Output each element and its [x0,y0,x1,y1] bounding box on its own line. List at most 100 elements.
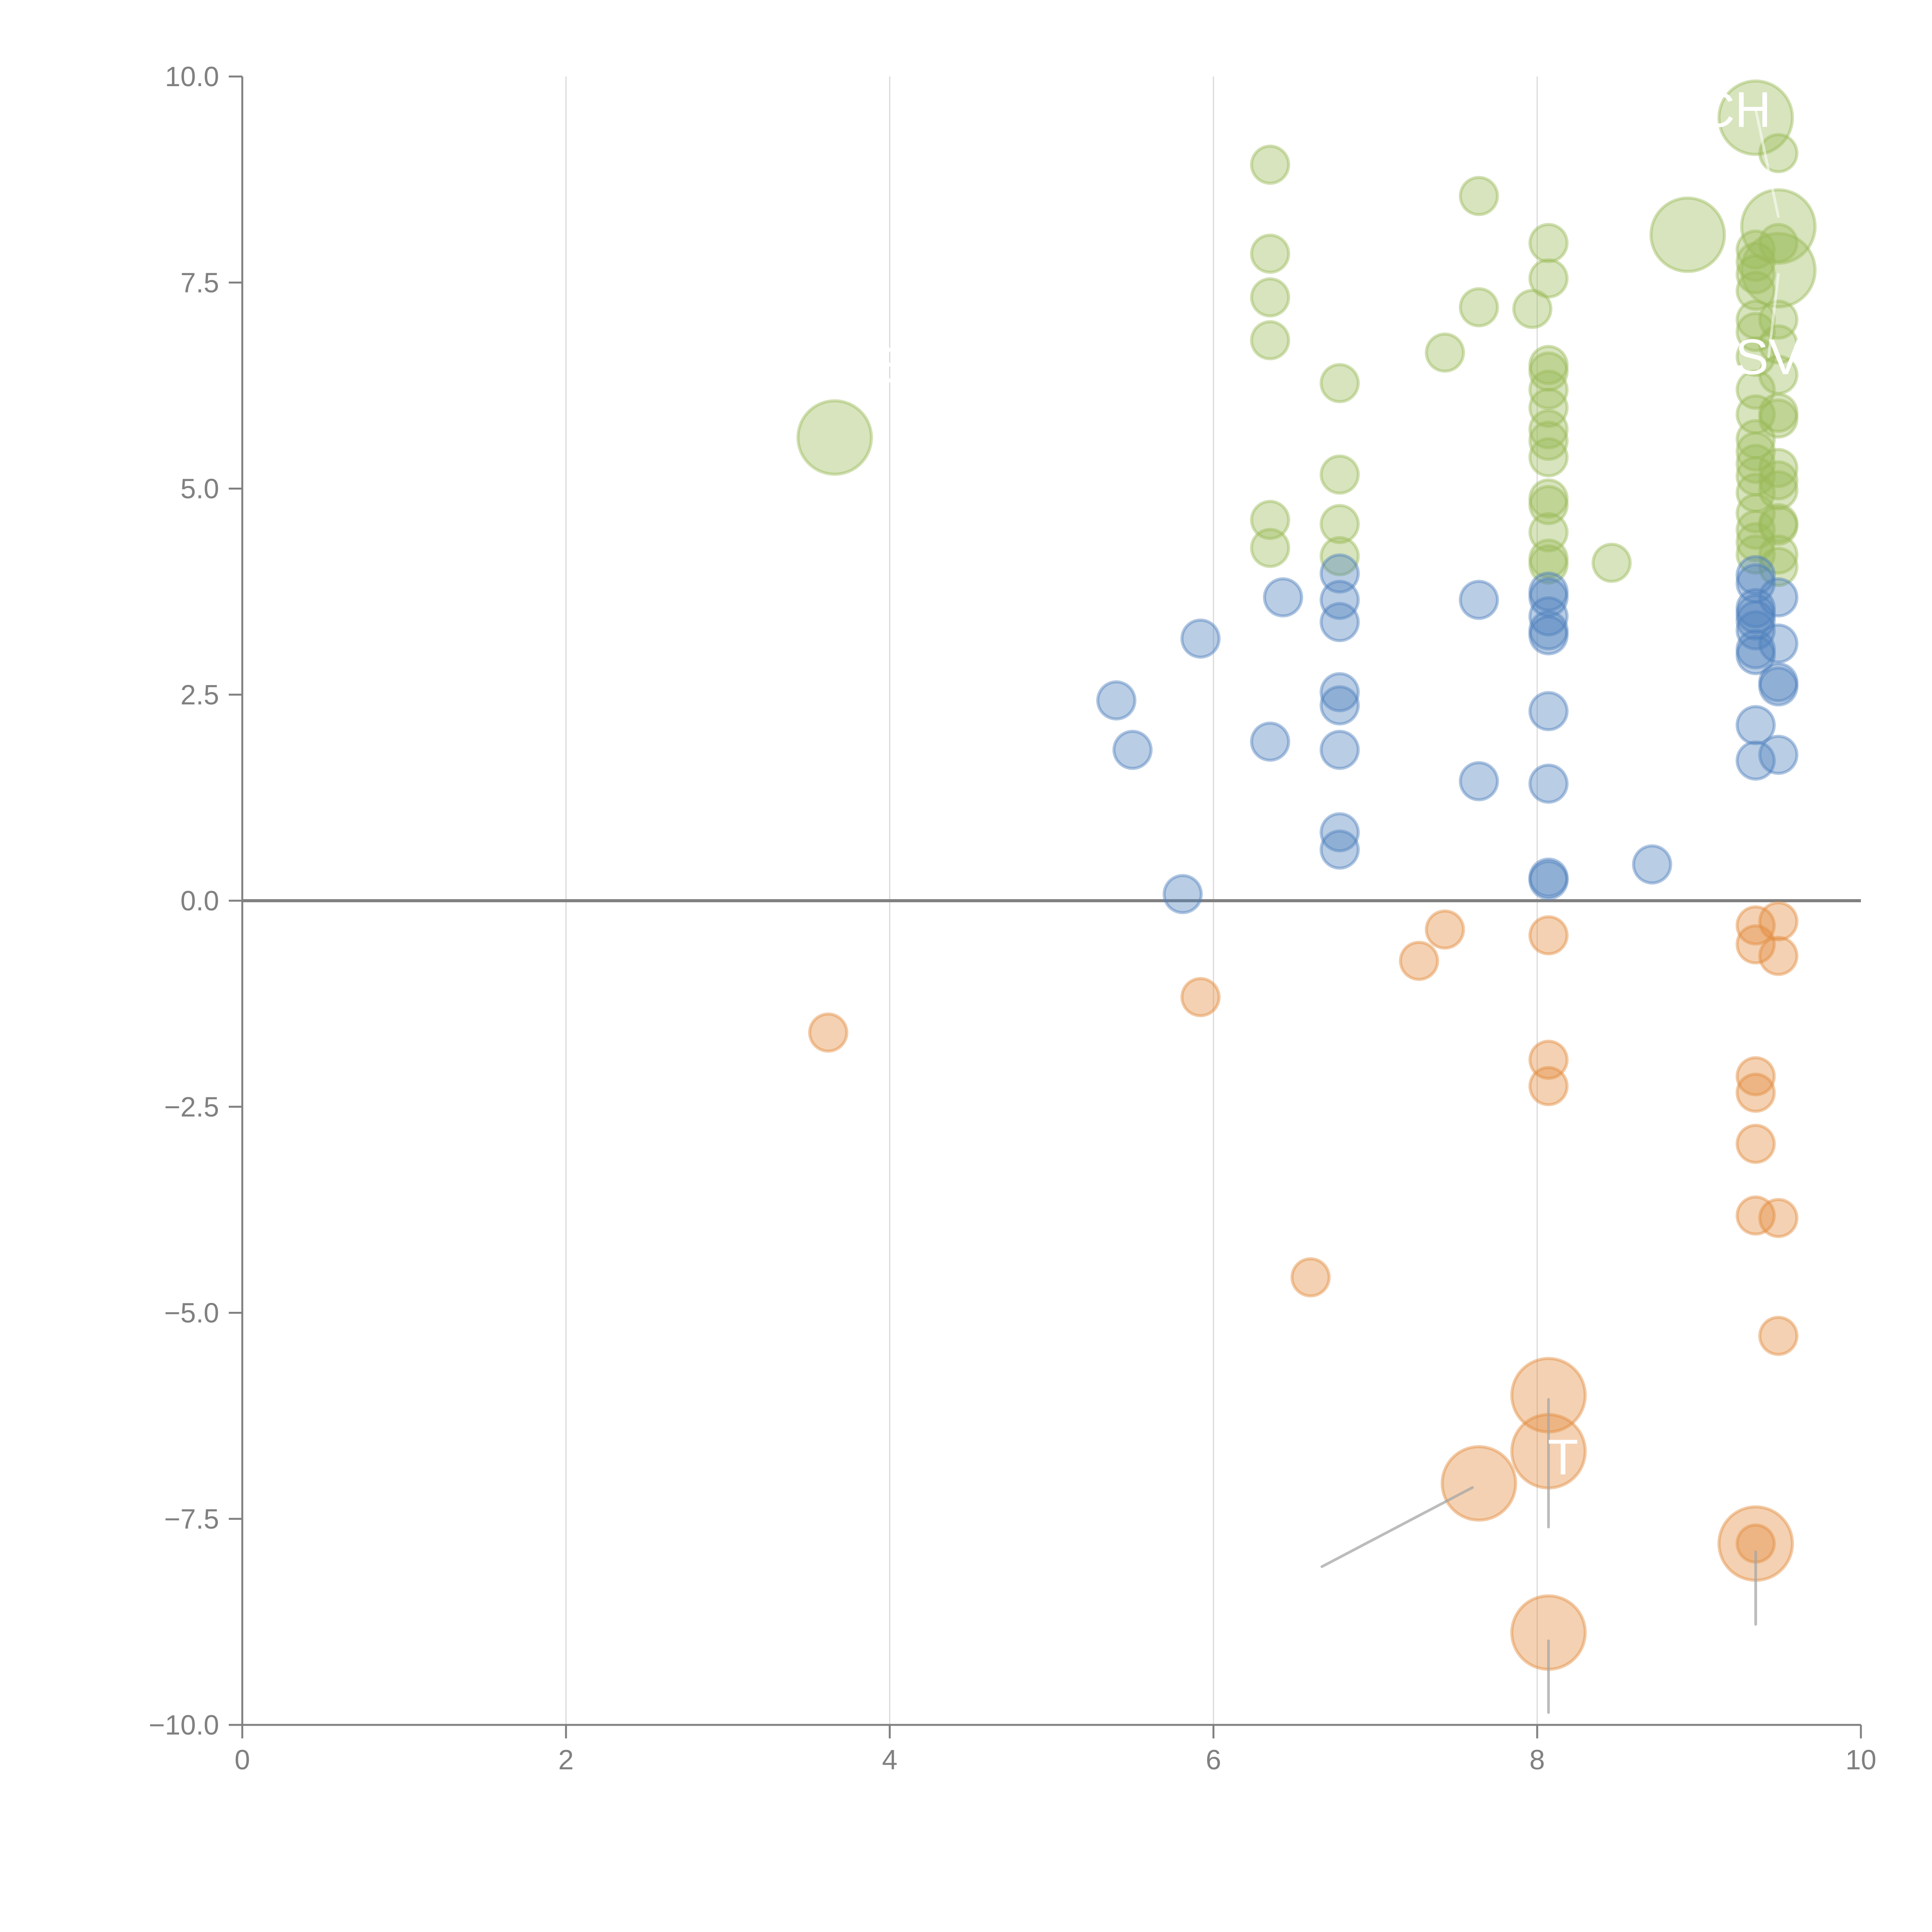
x-tick-label: 6 [1206,1745,1221,1776]
point-blue [1112,730,1153,770]
x-tick-label: 8 [1529,1745,1545,1776]
point-orange [1528,1066,1569,1106]
point-green [1528,223,1569,263]
point-blue [1263,577,1303,618]
point-orange [1399,940,1439,981]
point-green [1735,473,1776,513]
point-green [1459,176,1499,216]
point-orange [1180,977,1221,1017]
point-green [1528,388,1569,428]
point-blue [1459,580,1499,620]
point-green [1591,543,1632,583]
point-blue [1528,596,1569,637]
point-green [1740,232,1817,309]
point-green [1250,528,1291,568]
point-green [1320,504,1360,544]
point-orange [808,1012,849,1053]
point-blue [1320,685,1360,726]
point-green [1758,534,1799,575]
point-blue [1320,553,1360,594]
point-green [1758,503,1799,544]
point-orange [1528,915,1569,956]
point-blue [1528,577,1569,618]
point-blue [1320,829,1360,870]
point-blue [1528,764,1569,804]
annotation-leader-line [1767,273,1780,358]
x-tick-label: 10 [1845,1745,1876,1776]
point-blue [1320,730,1360,770]
point-green [1735,419,1776,459]
point-green [1250,145,1291,185]
point-blue [1528,691,1569,731]
tick-labels: 0 2 4 6 8 10 10.0 7.5 5.0 2.5 0.0 −2.5 −5.0 −7.5 −10.0 [149,61,1876,1776]
point-green [1717,79,1794,156]
point-orange [1440,1445,1517,1522]
point-orange [1735,1056,1776,1097]
point-orange [1735,1124,1776,1164]
point-orange [1290,1257,1331,1298]
point-green [1735,534,1776,575]
point-green [1250,277,1291,318]
point-blue [1632,844,1672,885]
point-blue [1735,563,1776,604]
point-blue [1758,577,1799,618]
point-green [1758,505,1799,546]
point-blue [1162,874,1203,914]
point-blue [1758,666,1799,707]
point-green [1735,522,1776,563]
point-green [1735,510,1776,550]
point-green [1758,460,1799,501]
point-orange [1758,901,1799,942]
point-green [1250,320,1291,361]
point-blue [1735,588,1776,628]
annotation-labels: ACH IL SV E T [873,81,1842,1485]
point-orange [1425,909,1465,950]
point-blue [1735,600,1776,641]
point-green [1528,369,1569,410]
point-green [1758,470,1799,510]
point-green [1758,223,1799,263]
y-tick-label: 5.0 [180,474,219,505]
point-green [1528,437,1569,478]
point-green [796,399,873,476]
annotation-label: ACH [1665,81,1771,138]
point-green [1758,547,1799,587]
point-blue [1528,860,1569,900]
point-green [1528,351,1569,392]
point-blue [1735,629,1776,670]
point-blue [1758,735,1799,775]
point-green [1735,456,1776,497]
point-green [1735,337,1776,377]
annotation-label: E [873,337,906,393]
point-blue [1096,680,1137,721]
point-orange [1735,924,1776,965]
point-green [1740,188,1817,265]
point-green [1512,289,1553,329]
point-orange [1735,1072,1776,1113]
point-green [1250,233,1291,274]
point-blue [1758,623,1799,664]
point-green [1459,287,1499,328]
point-green [1735,493,1776,534]
point-green [1528,512,1569,553]
point-green [1528,420,1569,461]
point-green [1528,345,1569,385]
y-tick-label: 7.5 [180,267,219,298]
point-green [1758,299,1799,340]
point-blue [1320,580,1360,620]
point-green [1735,254,1776,294]
y-tick-label: 10.0 [165,61,219,92]
point-blue [1250,721,1291,762]
point-green [1735,394,1776,435]
data-points [796,79,1817,1671]
point-green [1528,538,1569,579]
point-blue [1735,740,1776,781]
x-tick-label: 0 [235,1745,250,1776]
point-blue [1528,857,1569,898]
point-blue [1180,618,1221,659]
y-tick-label: 0.0 [180,886,219,917]
point-orange [1528,1039,1569,1080]
point-green [1735,270,1776,311]
x-tick-label: 4 [882,1745,898,1776]
